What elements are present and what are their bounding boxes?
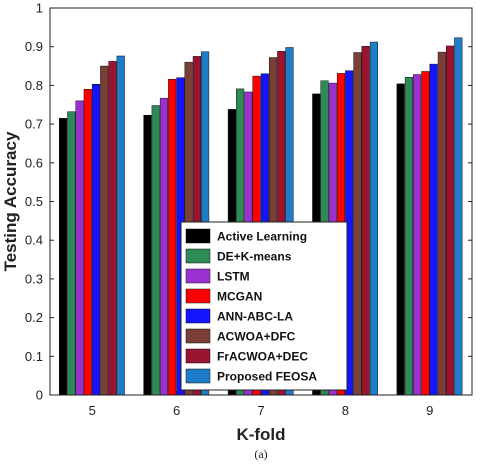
bar (361, 46, 370, 396)
y-tick-label: 0.8 (25, 78, 43, 93)
bar (108, 61, 117, 396)
x-tick-label: 9 (426, 403, 433, 418)
bar (369, 41, 378, 396)
bar (353, 52, 362, 396)
y-tick-label: 0.4 (25, 233, 43, 248)
bar (75, 100, 84, 396)
legend-swatch (185, 348, 211, 364)
legend-swatch (185, 248, 211, 264)
bar (83, 89, 92, 396)
bar (454, 37, 463, 396)
bar (446, 45, 455, 396)
bar (67, 111, 76, 396)
legend-label: ACWOA+DFC (217, 330, 296, 344)
legend-label: Proposed FEOSA (217, 370, 317, 384)
legend-swatch (185, 228, 211, 244)
y-tick-label: 0 (36, 388, 43, 403)
legend-label: LSTM (217, 270, 250, 284)
y-tick-label: 0.9 (25, 39, 43, 54)
y-tick-label: 0.3 (25, 271, 43, 286)
y-axis: 0 0.1 0.2 0.3 0.4 0.5 0.6 0.7 0.8 0.9 1 (25, 1, 472, 403)
legend-label: FrACWOA+DEC (217, 350, 308, 364)
x-tick-label: 8 (342, 403, 349, 418)
y-axis-title: Testing Accuracy (1, 131, 20, 271)
y-tick-label: 0.2 (25, 310, 43, 325)
x-tick-label: 5 (89, 403, 96, 418)
bar (116, 55, 125, 396)
bar (396, 83, 405, 396)
bar (151, 105, 160, 396)
legend-label: DE+K-means (217, 250, 292, 264)
bar (404, 77, 413, 396)
legend-swatch (185, 288, 211, 304)
legend-label: MCGAN (217, 290, 262, 304)
bar (59, 118, 68, 396)
x-axis: 5 6 7 8 9 (89, 391, 433, 418)
legend-label: ANN-ABC-LA (217, 310, 293, 324)
legend-swatch (185, 328, 211, 344)
y-tick-label: 0.6 (25, 155, 43, 170)
bar (143, 114, 152, 396)
y-tick-label: 1 (36, 1, 43, 16)
legend-label: Active Learning (217, 230, 307, 244)
x-tick-label: 7 (257, 403, 264, 418)
figure-caption: (a) (254, 447, 267, 461)
legend-box (180, 221, 348, 391)
y-tick-label: 0.1 (25, 349, 43, 364)
legend: Active Learning DE+K-means LSTM MCGAN ANN-AB… (180, 221, 348, 391)
legend-swatch (185, 368, 211, 384)
y-tick-label: 0.7 (25, 117, 43, 132)
bar (437, 51, 446, 396)
bar (100, 65, 109, 396)
bar (91, 83, 101, 396)
x-axis-title: K-fold (236, 425, 285, 444)
bar (159, 97, 169, 396)
bar (413, 74, 422, 396)
legend-swatch (185, 268, 211, 284)
bar (429, 63, 438, 396)
y-tick-label: 0.5 (25, 194, 43, 209)
legend-swatch (185, 308, 211, 324)
bar (168, 78, 177, 396)
x-tick-label: 6 (173, 403, 180, 418)
bar (421, 71, 430, 396)
